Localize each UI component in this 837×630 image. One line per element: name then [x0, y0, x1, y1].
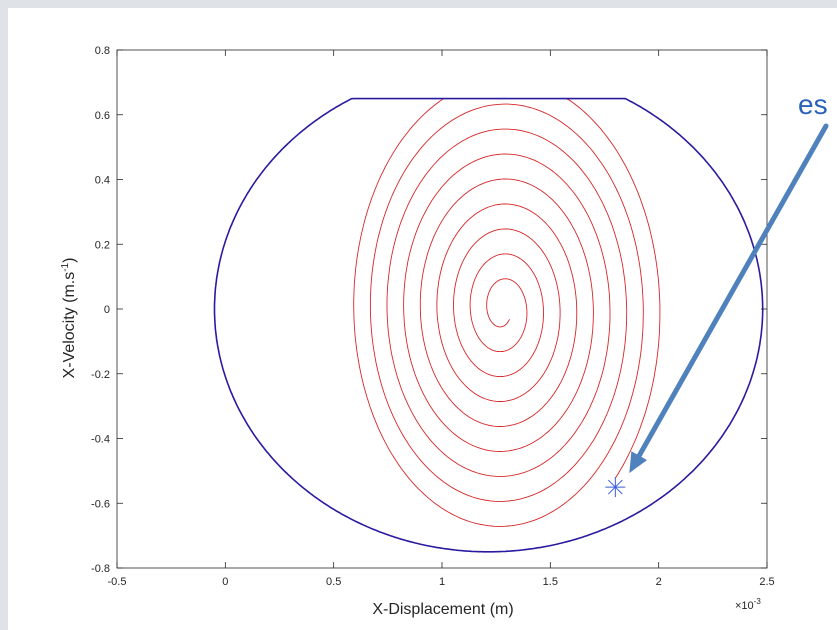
y-tick-label: -0.8	[91, 563, 110, 575]
y-tick-label: 0.2	[95, 239, 110, 251]
figure-panel: -0.5 0 0.5 1 1.5 2 2.5 -0.8 -0.6 -0.4 -0.2 0 0.2 0.4 0…	[8, 8, 837, 630]
x-axis-label: X-Displacement (m)	[372, 601, 513, 618]
x-tick-label: -0.5	[108, 576, 127, 588]
annotation-arrow-head	[629, 451, 648, 474]
x-tick-label: 1.5	[543, 576, 558, 588]
x-tick-label: 1	[439, 576, 445, 588]
y-axis-label: X-Velocity (m.s-1)	[60, 258, 78, 379]
asterisk-marker	[605, 477, 626, 498]
y-axis-label-main: X-Velocity (m.s	[61, 272, 78, 379]
phase-plot: -0.5 0 0.5 1 1.5 2 2.5 -0.8 -0.6 -0.4 -0.2 0 0.2 0.4 0…	[60, 45, 829, 618]
y-tick-label: 0.4	[95, 175, 110, 187]
y-axis-label-group: X-Velocity (m.s-1)	[60, 258, 78, 379]
orbit-trajectory	[213, 97, 764, 553]
y-axis-label-close: )	[61, 258, 78, 263]
y-axis-label-sup: -1	[60, 262, 71, 271]
y-tick-label: 0.8	[95, 45, 110, 57]
x-tick-label: 2	[656, 576, 662, 588]
x-tick-label: 2.5	[759, 576, 774, 588]
x-exponent-sup: -3	[754, 597, 762, 606]
x-tick-label: 0.5	[326, 576, 341, 588]
series-layer	[213, 97, 764, 553]
x-tick-label: 0	[222, 576, 228, 588]
annotation-layer: es	[629, 89, 829, 474]
asterisk-stroke	[607, 479, 623, 495]
annotation-arrow-shaft	[636, 123, 829, 459]
y-tick-label: 0	[104, 304, 110, 316]
annotation-text: es	[798, 89, 828, 120]
y-tick-label: -0.2	[91, 369, 110, 381]
spiral-trajectory	[353, 98, 661, 527]
x-exponent-base: ×10	[735, 600, 754, 612]
y-tick-label: 0.6	[95, 110, 110, 122]
ticks-layer: -0.5 0 0.5 1 1.5 2 2.5 -0.8 -0.6 -0.4 -0.2 0 0.2 0.4 0…	[91, 45, 775, 588]
x-exponent-label: ×10-3	[735, 597, 761, 612]
y-tick-label: -0.6	[91, 498, 110, 510]
y-tick-label: -0.4	[91, 434, 110, 446]
marker-layer	[605, 477, 626, 498]
